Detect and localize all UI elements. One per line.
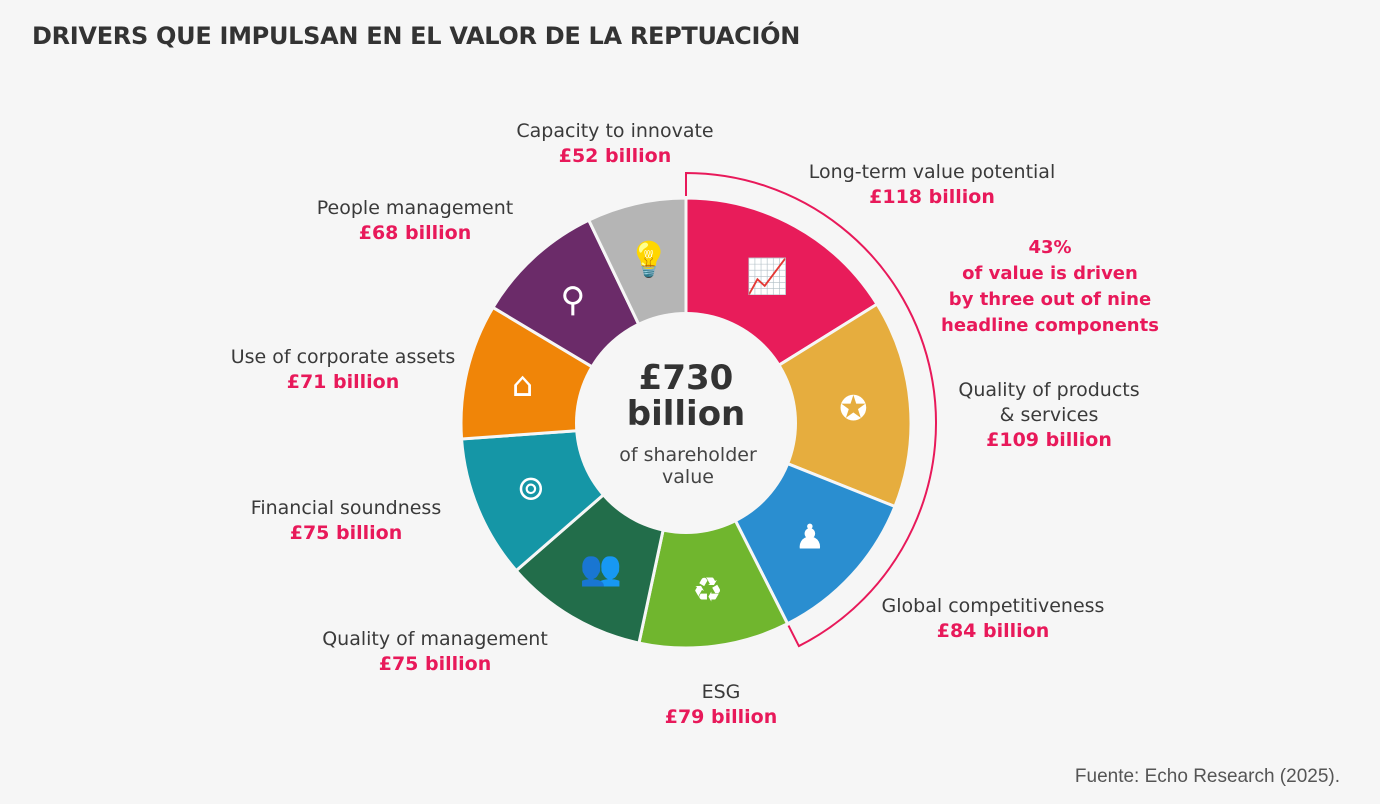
slice-label-quality-products: Quality of products & services £109 billio… [958,378,1139,453]
search-person-icon: ⚲ [560,280,585,320]
label-name: Global competitiveness [881,595,1105,617]
slice-label-quality-management: Quality of management £75 billion [322,627,548,677]
annotation-line: by three out of nine [948,289,1152,310]
label-name: Capacity to innovate [516,120,714,142]
page-title: DRIVERS QUE IMPULSAN EN EL VALOR DE LA R… [32,22,801,50]
safe-icon: ⊚ [517,468,546,508]
slice-label-esg: ESG £79 billion [665,680,778,730]
label-value: £75 billion [289,522,403,544]
annotation-line: headline components [941,315,1159,336]
warehouse-icon: ⌂ [512,365,534,405]
center-value: £730 [639,358,734,398]
donut-center [575,312,797,534]
label-name: Quality of management [322,628,548,650]
globe-chess-icon: ♟ [795,517,825,557]
label-name-2: & services [999,404,1099,426]
annotation-line: 43% [1028,237,1072,258]
growth-chart-icon: 📈 [746,257,788,297]
annotation-bracket [685,171,937,648]
label-name: People management [316,197,514,219]
label-value: £84 billion [936,620,1050,642]
center-caption-1: of shareholder [619,444,757,466]
label-name: Use of corporate assets [230,346,456,368]
sustainability-cycle-icon: ♻ [692,571,722,611]
lightbulb-icon: 💡 [628,240,670,280]
center-caption-2: value [662,466,714,488]
source-note: Fuente: Echo Research (2025). [1074,766,1340,787]
center-unit: billion [627,394,746,434]
label-value: £118 billion [869,186,995,208]
label-name: ESG [701,681,741,703]
annotation: 43% of value is driven by three out of n… [941,235,1159,339]
slice-label-financial: Financial soundness £75 billion [251,496,441,546]
label-value: £109 billion [986,429,1112,451]
label-name: Long-term value potential [808,161,1056,183]
label-value: £52 billion [558,145,672,167]
quality-badge-icon: ✪ [839,389,868,429]
slice-label-people: People management £68 billion [317,196,513,246]
org-chart-icon: 👥 [579,549,621,589]
label-name: Financial soundness [250,497,442,519]
slice-label-innovate: Capacity to innovate £52 billion [516,119,713,169]
label-value: £75 billion [378,653,492,675]
label-value: £68 billion [358,222,472,244]
label-value: £71 billion [286,371,400,393]
label-name: Quality of products [958,379,1140,401]
slice-label-long-term: Long-term value potential £118 billion [809,160,1055,210]
annotation-line: of value is driven [962,263,1138,284]
label-value: £79 billion [664,706,778,728]
slice-label-global: Global competitiveness £84 billion [882,594,1105,644]
slice-label-corporate-assets: Use of corporate assets £71 billion [231,345,456,395]
